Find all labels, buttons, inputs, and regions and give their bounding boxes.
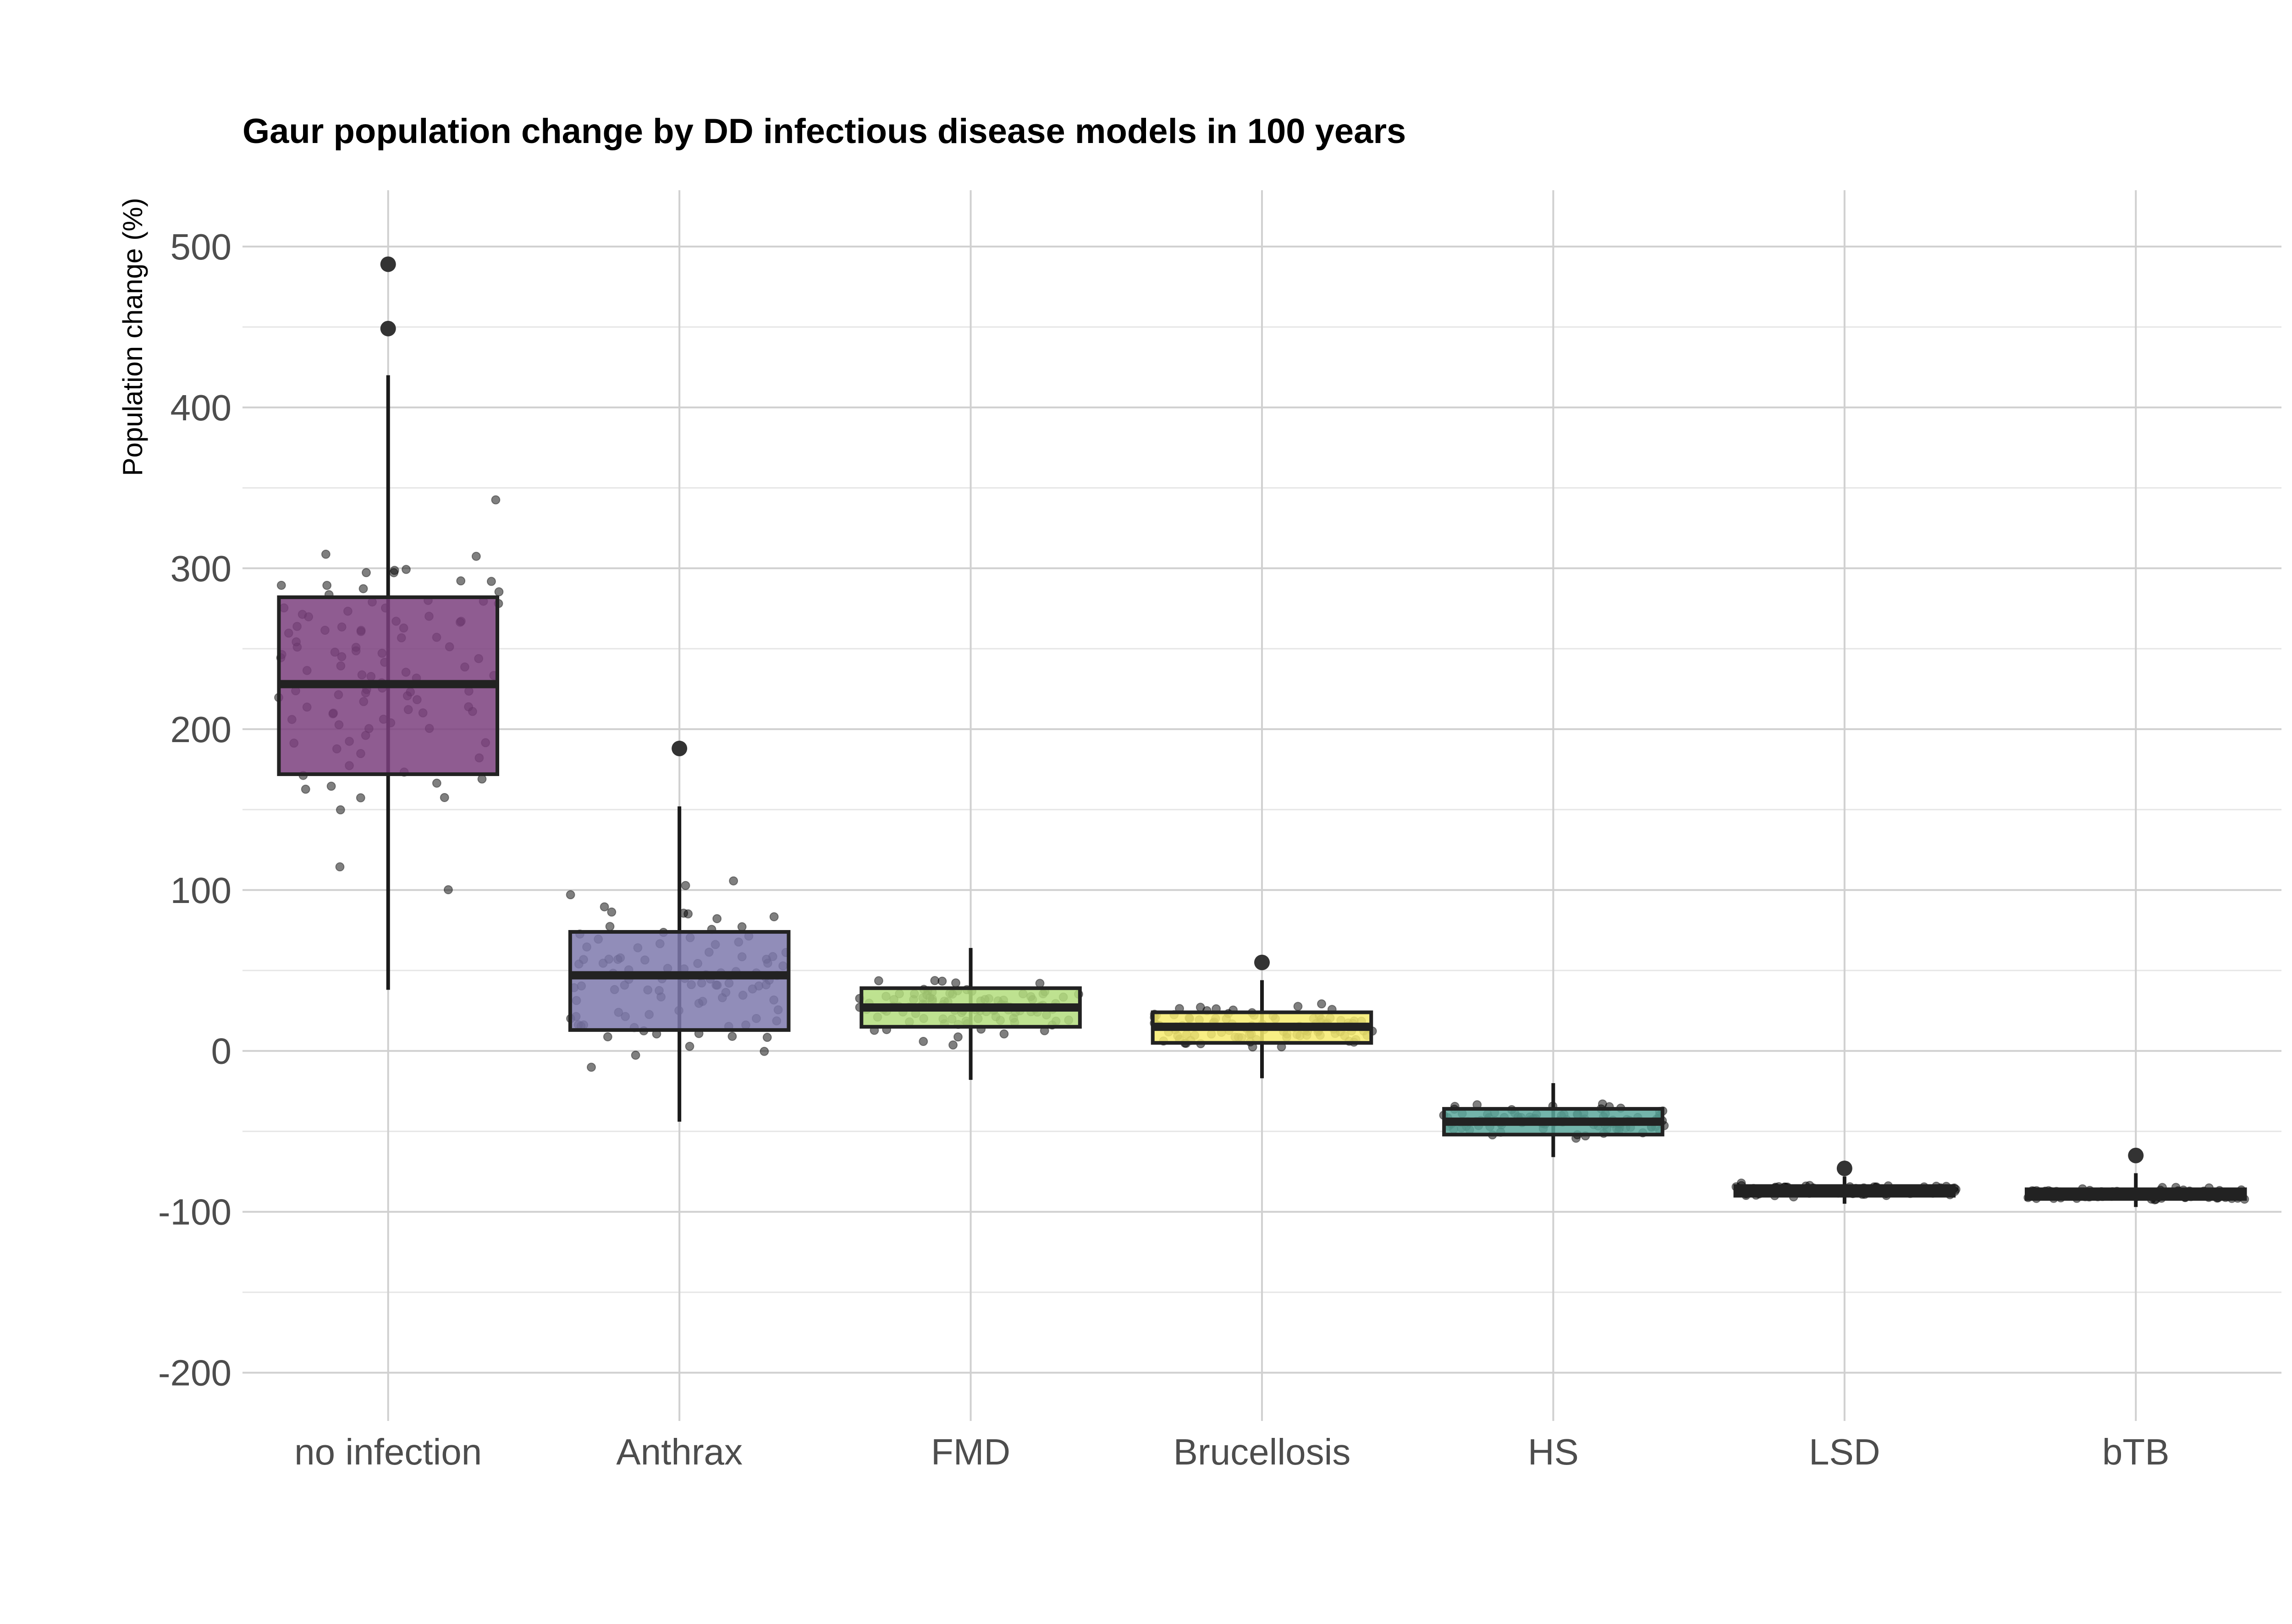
- x-tick-label: bTB: [2102, 1431, 2170, 1472]
- jitter-point: [760, 1046, 769, 1056]
- jitter-point: [1293, 1002, 1303, 1011]
- jitter-point: [326, 782, 336, 791]
- jitter-point: [1317, 999, 1327, 1009]
- y-tick-label: 100: [171, 870, 231, 911]
- box-no-infection: [277, 256, 500, 990]
- outlier-point: [1836, 1160, 1852, 1176]
- jitter-point: [356, 793, 365, 803]
- jitter-point: [491, 495, 501, 505]
- jitter-point: [919, 1037, 928, 1046]
- jitter-point: [1196, 1002, 1205, 1012]
- jitter-point: [586, 1062, 596, 1072]
- chart-title: Gaur population change by DD infectious …: [242, 112, 1406, 151]
- jitter-point: [737, 922, 747, 931]
- x-tick-label: Brucellosis: [1174, 1431, 1351, 1472]
- jitter-point: [600, 902, 609, 912]
- jitter-point: [358, 584, 368, 594]
- y-tick-label: 300: [171, 548, 231, 589]
- jitter-point: [727, 1031, 737, 1041]
- box-rect: [568, 930, 791, 1032]
- jitter-point: [603, 1032, 612, 1041]
- jitter-point: [456, 576, 466, 586]
- jitter-point: [1035, 979, 1045, 988]
- x-tick-labels: no infection Anthrax FMD Brucellosis HS LSD bT…: [294, 1431, 2170, 1472]
- jitter-point: [361, 568, 371, 578]
- x-tick-label: Anthrax: [616, 1431, 743, 1472]
- outlier-point: [672, 740, 688, 756]
- box-brucellosis: [1151, 954, 1373, 1079]
- jitter-point: [712, 914, 722, 924]
- jitter-point: [443, 885, 453, 895]
- jitter-point: [321, 550, 331, 559]
- outlier-point: [1254, 954, 1270, 970]
- jitter-point: [729, 876, 738, 886]
- jitter-point: [402, 565, 411, 574]
- jitter-point: [335, 862, 345, 872]
- outlier-point: [380, 320, 396, 336]
- jitter-point: [999, 1029, 1009, 1039]
- jitter-point: [477, 774, 487, 784]
- jitter-point: [951, 978, 961, 988]
- box-hs: [1442, 1083, 1664, 1157]
- jitter-point: [1598, 1099, 1607, 1109]
- jitter-point: [631, 1051, 640, 1060]
- jitter-point: [566, 890, 575, 900]
- y-tick-label: -100: [158, 1192, 231, 1233]
- y-axis-label: Population change (%): [117, 198, 148, 476]
- jitter-point: [276, 580, 286, 590]
- x-tick-label: no infection: [294, 1431, 482, 1472]
- y-tick-label: 500: [171, 226, 231, 267]
- grid-lines: [242, 190, 2281, 1421]
- jitter-point: [322, 581, 332, 590]
- jitter-point: [769, 912, 779, 922]
- jitter-point: [607, 907, 617, 917]
- outlier-point: [2128, 1147, 2144, 1163]
- y-tick-label: -200: [158, 1353, 231, 1393]
- boxes: [277, 256, 2247, 1207]
- jitter-point: [432, 778, 441, 788]
- jitter-point: [948, 1040, 958, 1050]
- y-tick-labels: -200 -100 0 100 200 300 400 500: [158, 226, 231, 1393]
- jitter-point: [336, 805, 345, 815]
- jitter-point: [486, 577, 496, 586]
- x-tick-label: LSD: [1809, 1431, 1880, 1472]
- jitter-point: [390, 566, 399, 575]
- box-btb: [2025, 1147, 2247, 1207]
- jitter-point: [685, 1041, 694, 1051]
- y-tick-label: 200: [171, 709, 231, 750]
- x-tick-label: FMD: [931, 1431, 1010, 1472]
- jitter-point: [605, 922, 615, 931]
- box-anthrax: [568, 740, 791, 1122]
- jitter-point: [953, 1032, 963, 1042]
- jitter-point: [494, 587, 504, 597]
- jitter-point: [762, 1033, 772, 1042]
- jitter-point: [874, 976, 883, 985]
- jitter-point: [681, 881, 690, 890]
- box-fmd: [860, 948, 1082, 1080]
- jitter-point: [930, 976, 940, 985]
- jitter-point: [440, 793, 449, 802]
- jitter-point: [301, 784, 310, 794]
- y-tick-label: 400: [171, 387, 231, 428]
- y-tick-label: 0: [211, 1031, 232, 1072]
- x-tick-label: HS: [1528, 1431, 1579, 1472]
- box-lsd: [1733, 1160, 1956, 1204]
- jitter-point: [471, 551, 481, 561]
- outlier-point: [380, 256, 396, 272]
